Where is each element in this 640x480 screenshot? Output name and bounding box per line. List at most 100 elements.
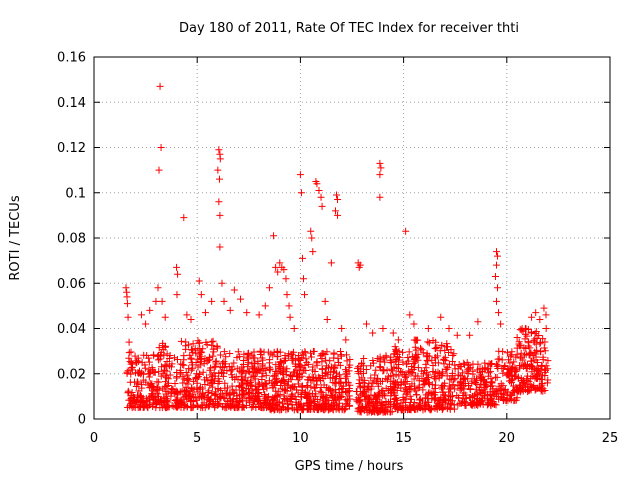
data-point (474, 318, 482, 326)
data-point (521, 335, 529, 343)
data-point (187, 315, 195, 323)
data-point (516, 388, 524, 396)
data-point (158, 363, 166, 371)
data-point (524, 372, 532, 380)
data-point (155, 368, 163, 376)
data-point (497, 320, 505, 328)
data-point (433, 343, 441, 351)
data-point (167, 389, 175, 397)
data-point (486, 360, 494, 368)
data-point (296, 171, 304, 179)
data-point (473, 390, 481, 398)
data-point (406, 311, 414, 319)
data-point (280, 266, 288, 274)
data-point (419, 349, 427, 357)
data-point (543, 379, 551, 387)
data-point (329, 396, 337, 404)
data-point (334, 211, 342, 219)
data-point (138, 381, 146, 389)
data-point (538, 381, 546, 389)
data-point (418, 346, 426, 354)
data-point (219, 402, 227, 410)
data-point (244, 350, 252, 358)
data-point (311, 383, 319, 391)
data-point (289, 356, 297, 364)
data-point (175, 397, 183, 405)
y-axis-label: ROTI / TECUs (8, 195, 23, 280)
data-point (253, 398, 261, 406)
data-point (150, 351, 158, 359)
data-point (447, 400, 455, 408)
data-point (448, 358, 456, 366)
data-point (276, 358, 284, 366)
data-point (215, 146, 223, 154)
data-point (523, 364, 531, 372)
data-point (309, 348, 317, 356)
data-point (307, 353, 315, 361)
data-point (414, 384, 422, 392)
data-point (201, 380, 209, 388)
data-point (342, 374, 350, 382)
data-point (399, 358, 407, 366)
data-point (243, 379, 251, 387)
data-point (185, 392, 193, 400)
data-point (242, 401, 250, 409)
data-point (346, 361, 354, 369)
data-point (124, 387, 132, 395)
data-point (525, 351, 533, 359)
data-point (197, 358, 205, 366)
data-point (415, 383, 423, 391)
data-point (223, 384, 231, 392)
data-point (408, 363, 416, 371)
x-axis-label: GPS time / hours (295, 459, 404, 474)
data-point (536, 315, 544, 323)
data-point (237, 375, 245, 383)
data-point (171, 380, 179, 388)
data-point (541, 365, 549, 373)
data-point (188, 384, 196, 392)
data-point (331, 207, 339, 215)
data-point (393, 353, 401, 361)
data-point (406, 392, 414, 400)
data-point (293, 401, 301, 409)
data-point (323, 394, 331, 402)
data-point (261, 379, 269, 387)
data-point (401, 373, 409, 381)
data-point (397, 367, 405, 375)
data-point (142, 320, 150, 328)
data-point (174, 270, 182, 278)
data-point (484, 372, 492, 380)
data-point (204, 402, 212, 410)
data-point (310, 384, 318, 392)
data-point (439, 397, 447, 405)
data-point (402, 372, 410, 380)
data-point (276, 348, 284, 356)
data-point (376, 363, 384, 371)
data-point (466, 331, 474, 339)
data-point (492, 401, 500, 409)
y-tick-label: 0.1 (65, 186, 86, 201)
data-point (380, 390, 388, 398)
data-point (295, 380, 303, 388)
data-point (254, 357, 262, 365)
data-point (159, 370, 167, 378)
data-point (531, 335, 539, 343)
data-point (431, 344, 439, 352)
data-point (228, 363, 236, 371)
data-point (472, 385, 480, 393)
data-point (128, 388, 136, 396)
data-point (127, 370, 135, 378)
data-point (216, 392, 224, 400)
data-point (193, 379, 201, 387)
data-point (451, 385, 459, 393)
data-point (222, 360, 230, 368)
data-point (297, 189, 305, 197)
data-point (310, 402, 318, 410)
data-point (354, 364, 362, 372)
data-point (128, 363, 136, 371)
data-point (211, 402, 219, 410)
data-point (161, 313, 169, 321)
data-point (272, 361, 280, 369)
data-point (476, 387, 484, 395)
data-point (460, 375, 468, 383)
